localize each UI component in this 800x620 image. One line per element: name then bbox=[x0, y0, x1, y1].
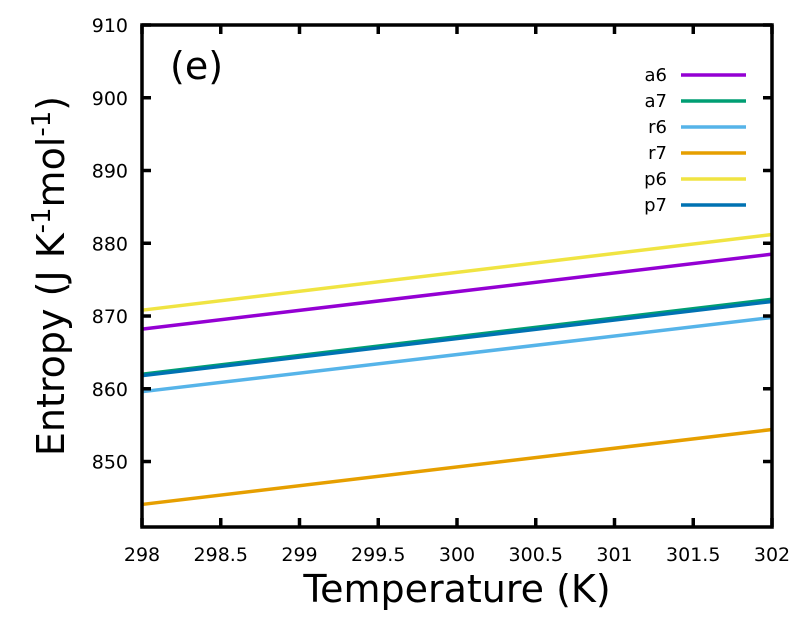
x-tick-label: 299.5 bbox=[351, 544, 405, 566]
legend: a6 a7 r6 r7 p6 p7 bbox=[644, 65, 746, 216]
series-line-r6 bbox=[141, 315, 773, 394]
legend-label-r6: r6 bbox=[648, 117, 667, 138]
legend-label-a7: a7 bbox=[645, 91, 667, 112]
y-axis-title-mid: mol bbox=[29, 137, 73, 208]
x-tick-label: 298.5 bbox=[194, 544, 248, 566]
series-line-p6 bbox=[141, 232, 773, 312]
y-axis-title-base: Entropy (J K bbox=[29, 232, 73, 456]
y-tick-label: 900 bbox=[92, 88, 128, 110]
x-tick-label: 301 bbox=[596, 544, 632, 566]
series-layer bbox=[141, 232, 773, 507]
series-line-p7 bbox=[141, 299, 773, 378]
legend-label-p6: p6 bbox=[644, 169, 667, 190]
y-axis-title-end: ) bbox=[29, 96, 73, 111]
y-tick-label: 890 bbox=[92, 161, 128, 183]
legend-label-r7: r7 bbox=[648, 143, 667, 164]
x-tick-label: 302 bbox=[754, 544, 790, 566]
panel-label: (e) bbox=[170, 44, 223, 88]
x-axis-title: Temperature (K) bbox=[302, 567, 610, 611]
series-line-r7 bbox=[141, 427, 773, 507]
y-axis-title: Entropy (J K-1mol-1) bbox=[27, 96, 73, 456]
x-tick-label: 299 bbox=[281, 544, 317, 566]
legend-label-p7: p7 bbox=[644, 195, 667, 216]
y-axis-title-sup1: -1 bbox=[27, 207, 57, 233]
y-tick-label: 850 bbox=[92, 452, 128, 474]
y-tick-label: 910 bbox=[92, 15, 128, 37]
plot-frame bbox=[140, 23, 774, 529]
x-tick-label: 298 bbox=[124, 544, 160, 566]
x-tick-label: 300.5 bbox=[509, 544, 563, 566]
y-axis-title-sup2: -1 bbox=[27, 111, 57, 137]
y-tick-label: 870 bbox=[92, 306, 128, 328]
x-tick-label: 301.5 bbox=[666, 544, 720, 566]
y-tick-label: 880 bbox=[92, 233, 128, 255]
y-tick-label: 860 bbox=[92, 379, 128, 401]
series-line-a6 bbox=[141, 252, 773, 331]
x-tick-label: 300 bbox=[439, 544, 475, 566]
legend-label-a6: a6 bbox=[645, 65, 667, 86]
ticks-layer: 298 298.5 299 299.5 300 300.5 301 301.5 302 850 86… bbox=[92, 15, 790, 566]
